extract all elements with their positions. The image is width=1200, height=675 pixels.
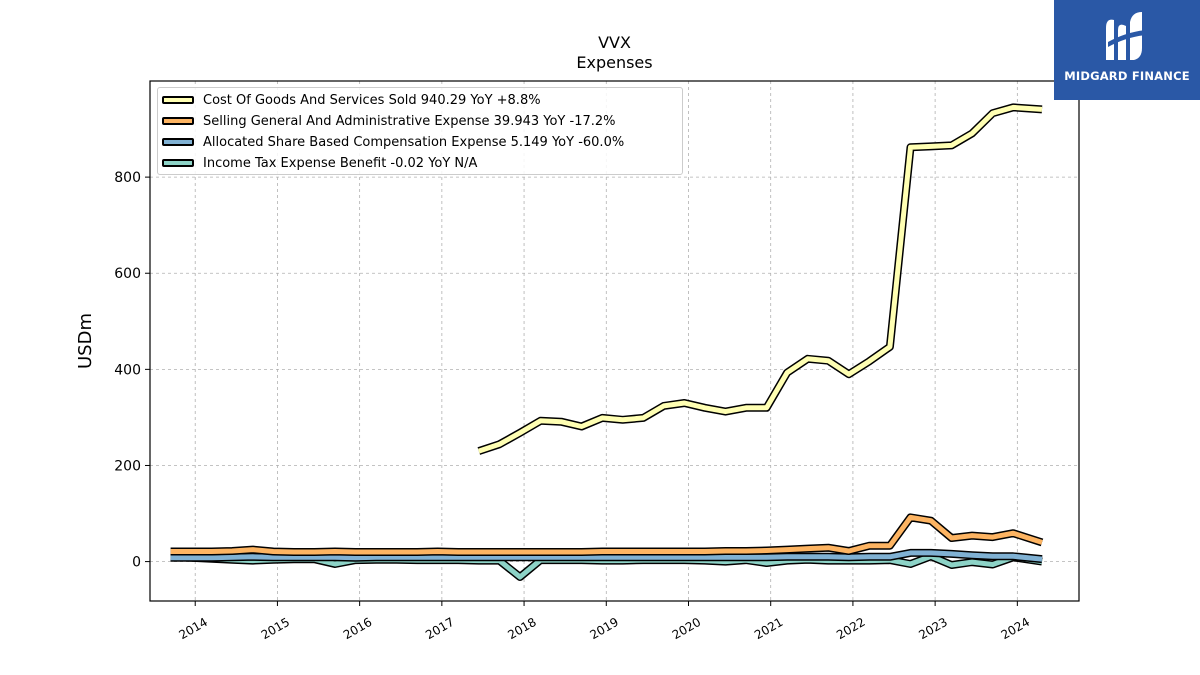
y-axis: 0 200 400 600 800 — [114, 170, 150, 571]
legend: Cost Of Goods And Services Sold 940.29 Y… — [157, 87, 683, 175]
y-tick-label: 200 — [114, 458, 141, 474]
x-tick-label: 2019 — [588, 615, 621, 642]
series-outline — [170, 513, 1044, 556]
legend-swatch-tax — [162, 159, 194, 167]
x-tick-label: 2020 — [670, 615, 703, 642]
chart-title: VVX — [598, 33, 631, 52]
series-line — [170, 514, 1043, 555]
x-tick-label: 2023 — [916, 615, 949, 642]
series-line — [170, 550, 1043, 562]
brand-badge: MIDGARD FINANCE — [1054, 0, 1200, 100]
x-tick-label: 2021 — [752, 615, 785, 642]
y-tick-label: 0 — [132, 555, 141, 571]
brand-name: MIDGARD FINANCE — [1064, 69, 1190, 83]
legend-item-tax: Income Tax Expense Benefit -0.02 YoY N/A — [162, 154, 477, 172]
stylized-m-logo-icon — [1106, 12, 1146, 61]
legend-swatch-cogs — [162, 96, 194, 104]
grid-lines — [150, 81, 1079, 601]
x-tick-label: 2014 — [176, 615, 209, 642]
x-tick-label: 2017 — [423, 615, 456, 642]
series-layer — [170, 103, 1044, 581]
x-tick-label: 2022 — [834, 615, 867, 642]
x-axis: 2014 2015 2016 2017 2018 2019 2020 2021 2022 2023… — [176, 601, 1032, 642]
chart-subtitle: Expenses — [576, 53, 652, 72]
x-tick-label: 2015 — [259, 615, 292, 642]
x-tick-label: 2024 — [999, 615, 1032, 642]
legend-label-sbc: Allocated Share Based Compensation Expen… — [203, 134, 625, 150]
plot-frame — [149, 80, 1080, 602]
y-tick-label: 600 — [114, 266, 141, 282]
y-tick-label: 400 — [114, 362, 141, 378]
legend-label-sga: Selling General And Administrative Expen… — [203, 113, 616, 129]
legend-swatch-sbc — [162, 138, 194, 146]
x-tick-label: 2016 — [341, 615, 374, 642]
x-tick-label: 2018 — [505, 615, 538, 642]
legend-item-cogs: Cost Of Goods And Services Sold 940.29 Y… — [162, 91, 541, 109]
y-tick-label: 800 — [114, 170, 141, 186]
y-axis-label: USDm — [75, 313, 96, 369]
series-line — [478, 104, 1043, 454]
legend-swatch-sga — [162, 117, 194, 125]
legend-label-cogs: Cost Of Goods And Services Sold 940.29 Y… — [203, 92, 541, 108]
legend-item-sbc: Allocated Share Based Compensation Expen… — [162, 133, 624, 151]
legend-item-sga: Selling General And Administrative Expen… — [162, 112, 616, 130]
legend-label-tax: Income Tax Expense Benefit -0.02 YoY N/A — [203, 155, 478, 171]
